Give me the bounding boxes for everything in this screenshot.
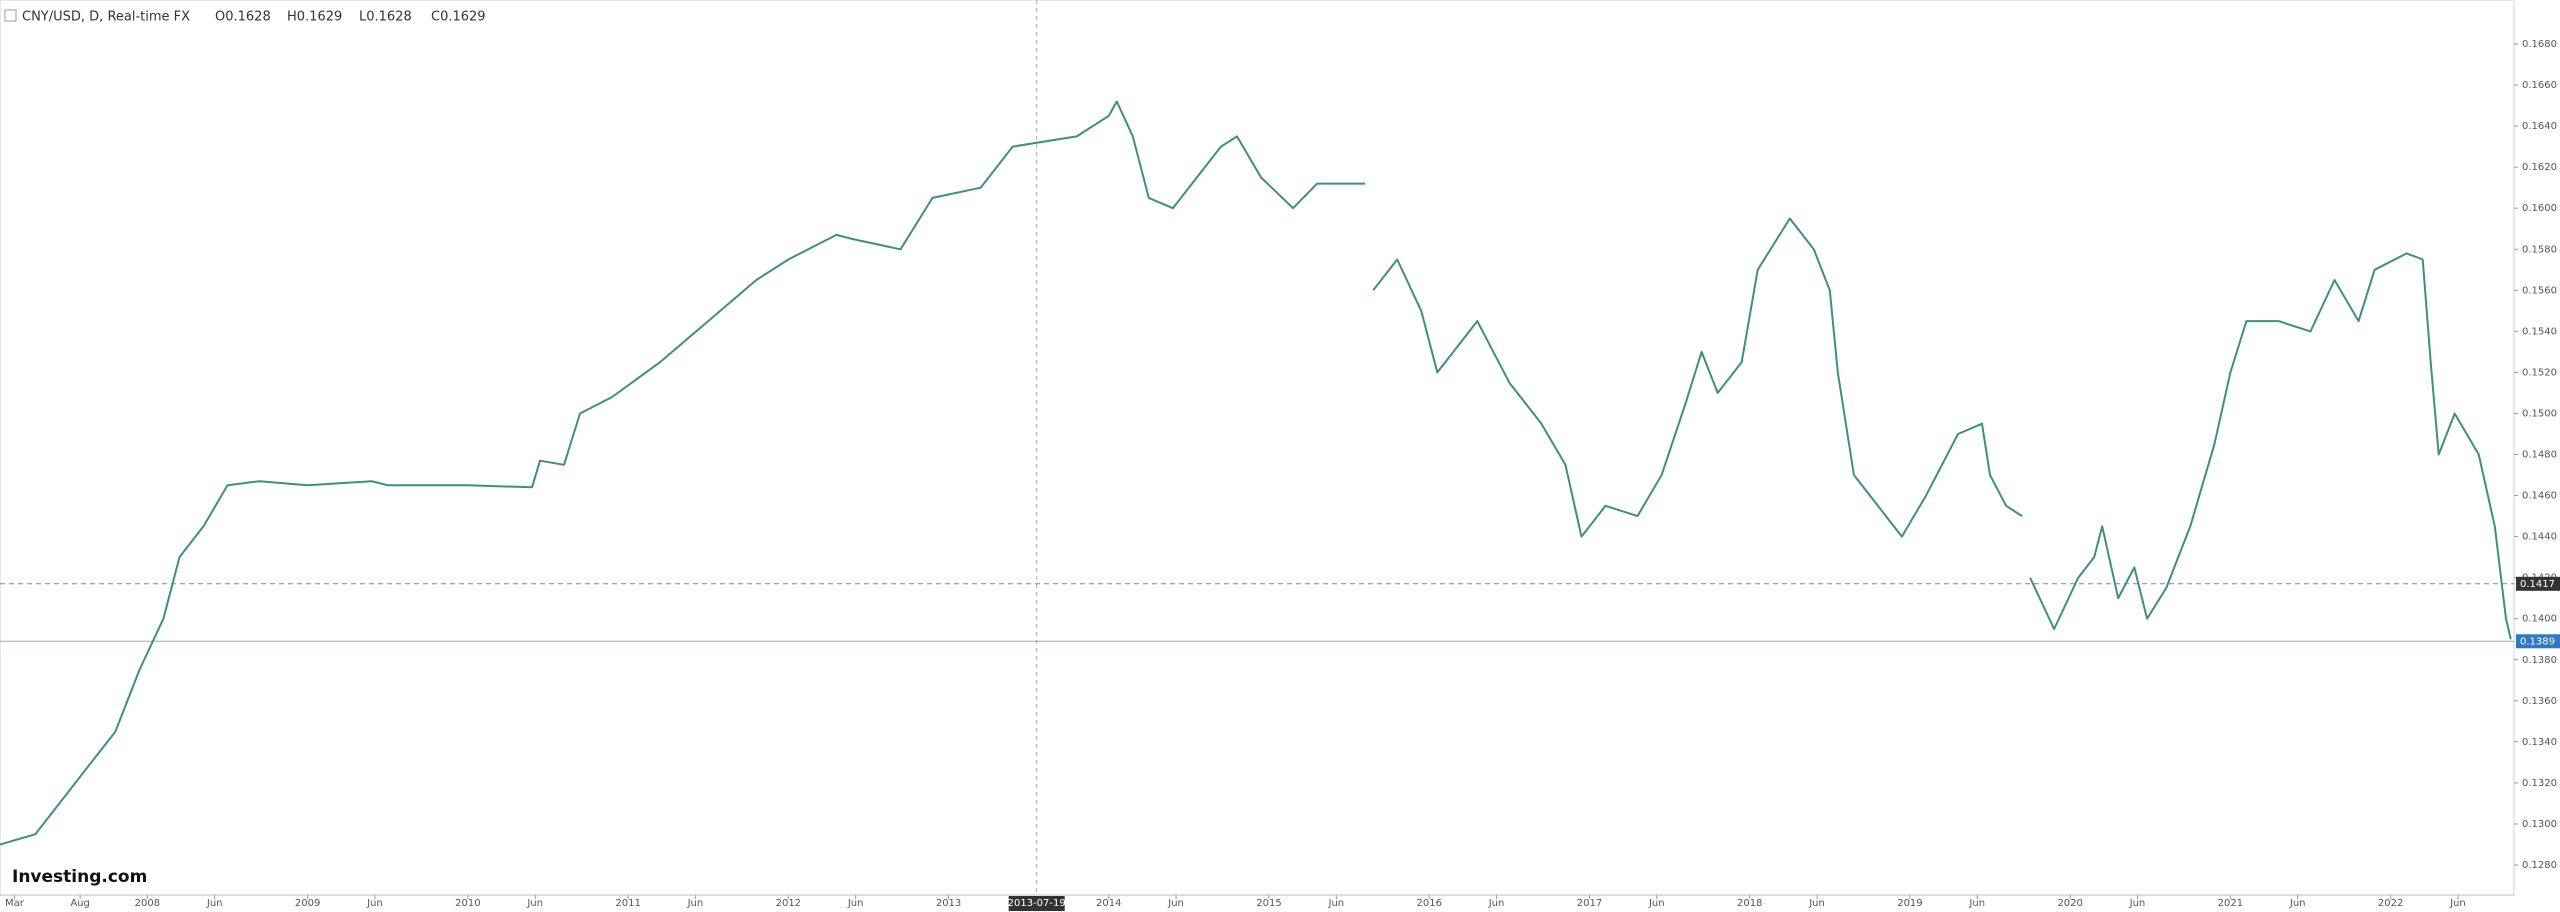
y-tick-label: 0.1280 [2522, 860, 2557, 871]
x-tick-label: 2011 [615, 898, 640, 909]
y-tick-label: 0.1640 [2522, 121, 2557, 132]
x-tick-label: 2009 [295, 898, 320, 909]
x-tick-label: Jun [1328, 898, 1345, 909]
x-tick-label: 2008 [135, 898, 160, 909]
y-tick-label: 0.1500 [2522, 408, 2557, 419]
x-tick-label: Jun [1167, 898, 1184, 909]
y-tick-label: 0.1300 [2522, 819, 2557, 830]
x-tick-label: 2020 [2057, 898, 2082, 909]
x-tick-label: Jun [1488, 898, 1505, 909]
collapse-icon[interactable] [4, 9, 17, 22]
x-tick-label: 2019 [1897, 898, 1922, 909]
x-tick-label: 2014 [1096, 898, 1121, 909]
x-tick-label: Jun [2289, 898, 2306, 909]
y-tick-label: 0.1620 [2522, 162, 2557, 173]
price-marker-label: 0.1389 [2520, 636, 2555, 647]
x-tick-label: 2021 [2218, 898, 2243, 909]
ohlc-value: O0.1628 [215, 10, 271, 25]
crosshair-date-box [1008, 896, 1065, 911]
x-tick-label: Mar [5, 898, 25, 909]
x-tick-label: Jun [2449, 898, 2466, 909]
logo: Investing.com [12, 867, 147, 887]
x-tick-label: 2018 [1737, 898, 1762, 909]
x-tick-label: Jun [847, 898, 864, 909]
x-tick-label: 2013 [936, 898, 961, 909]
y-tick-label: 0.1520 [2522, 367, 2557, 378]
x-tick-label: 2016 [1417, 898, 1442, 909]
x-tick-label: Jun [526, 898, 543, 909]
y-tick-label: 0.1380 [2522, 655, 2557, 666]
x-tick-label: 2022 [2378, 898, 2403, 909]
x-tick-label: Jun [1808, 898, 1825, 909]
price-line-series [0, 100, 2512, 846]
y-tick-label: 0.1340 [2522, 737, 2557, 748]
y-tick-label: 0.1320 [2522, 778, 2557, 789]
y-tick-label: 0.1560 [2522, 285, 2557, 296]
ohlc-value: H0.1629 [287, 10, 342, 25]
x-tick-label: 2017 [1577, 898, 1602, 909]
ohlc-value: L0.1628 [359, 10, 412, 25]
x-tick-label: Jun [1968, 898, 1985, 909]
ohlc-values: O0.1628 H0.1629 L0.1628 C0.1629 [215, 10, 486, 25]
price-marker-box [2516, 576, 2560, 591]
crosshair-date: 2013-07-19 [1008, 898, 1066, 909]
y-tick-label: 0.1480 [2522, 450, 2557, 461]
x-tick-label: Jun [687, 898, 704, 909]
price-marker-label: 0.1417 [2520, 579, 2555, 590]
x-tick-label: Jun [1648, 898, 1665, 909]
y-tick-label: 0.1400 [2522, 614, 2557, 625]
x-tick-label: Jun [366, 898, 383, 909]
ohlc-value: C0.1629 [431, 10, 486, 25]
x-tick-label: Aug [70, 898, 90, 909]
price-marker-box [2516, 634, 2560, 649]
x-tick-label: 2015 [1256, 898, 1281, 909]
x-tick-label: Jun [206, 898, 223, 909]
y-tick-label: 0.1600 [2522, 203, 2557, 214]
plot-frame [0, 0, 2515, 896]
y-tick-label: 0.1360 [2522, 696, 2557, 707]
y-tick-label: 0.1580 [2522, 244, 2557, 255]
y-tick-label: 0.1680 [2522, 39, 2557, 50]
y-tick-label: 0.1540 [2522, 326, 2557, 337]
chart-title: CNY/USD, D, Real-time FX [22, 10, 190, 25]
y-tick-label: 0.1460 [2522, 491, 2557, 502]
x-tick-label: Jun [2129, 898, 2146, 909]
x-tick-label: 2012 [776, 898, 801, 909]
x-tick-label: 2010 [455, 898, 480, 909]
y-tick-label: 0.1660 [2522, 80, 2557, 91]
y-tick-label: 0.1440 [2522, 532, 2557, 543]
